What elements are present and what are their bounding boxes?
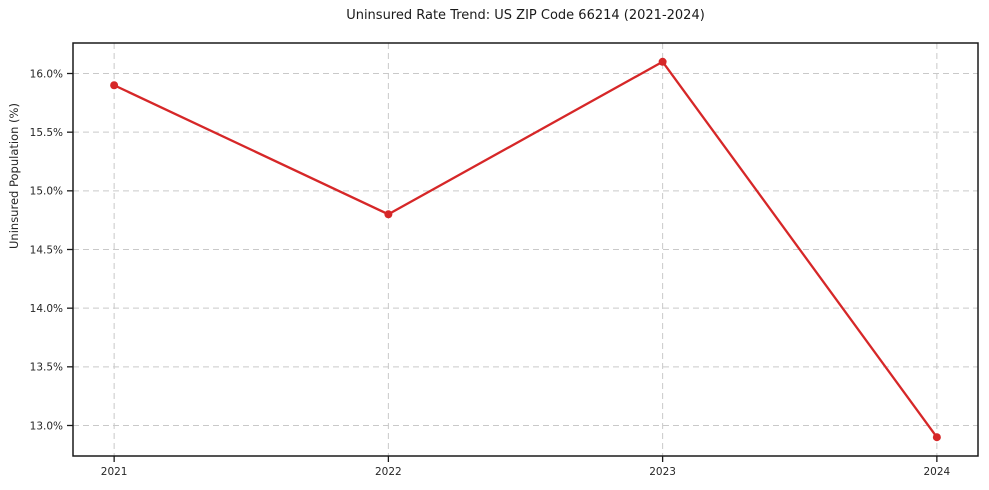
- x-tick-label: 2023: [649, 466, 676, 478]
- data-point: [932, 433, 941, 442]
- data-point: [110, 81, 119, 90]
- y-tick-label: 16.0%: [30, 68, 63, 80]
- x-tick-label: 2024: [923, 466, 950, 478]
- x-tick-label: 2021: [101, 466, 128, 478]
- chart-title: Uninsured Rate Trend: US ZIP Code 66214 …: [346, 8, 705, 23]
- y-tick-label: 15.5%: [30, 127, 63, 139]
- y-tick-label: 15.0%: [30, 186, 63, 198]
- data-point: [658, 57, 667, 66]
- y-tick-label: 14.0%: [30, 303, 63, 315]
- y-tick-label: 13.5%: [30, 362, 63, 374]
- x-tick-label: 2022: [375, 466, 402, 478]
- data-point: [384, 210, 393, 219]
- y-tick-label: 13.0%: [30, 420, 63, 432]
- y-tick-label: 14.5%: [30, 244, 63, 256]
- plot-frame: [72, 42, 979, 457]
- trend-line: [112, 60, 939, 439]
